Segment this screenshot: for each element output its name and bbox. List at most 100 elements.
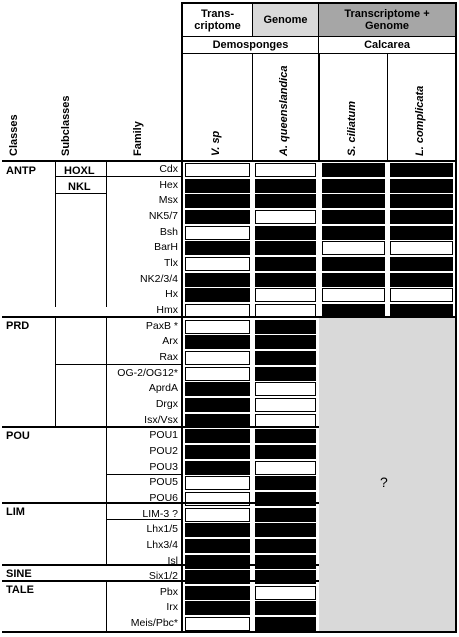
presence-cell-v xyxy=(185,351,250,365)
species-label-v-sp: V. sp xyxy=(210,130,222,156)
family-label: Hex xyxy=(159,179,178,191)
presence-cell-v xyxy=(185,226,250,240)
presence-cell-l xyxy=(390,226,453,240)
tale-top xyxy=(2,580,319,582)
presence-cell-s xyxy=(322,288,385,302)
presence-cell-v xyxy=(185,398,250,412)
presence-cell-a xyxy=(255,508,316,522)
table-bottom xyxy=(2,631,457,633)
presence-cell-a xyxy=(255,241,316,255)
presence-cell-v xyxy=(185,617,250,631)
subclass-col-left xyxy=(55,161,56,307)
header-transcriptome: Trans- criptome xyxy=(181,2,253,37)
tale-fam-left xyxy=(106,582,107,632)
family-label: POU3 xyxy=(149,461,178,473)
presence-cell-a xyxy=(255,476,316,490)
family-label: Isx/Vsx xyxy=(144,414,178,426)
family-label: POU2 xyxy=(149,445,178,457)
family-label: Hx xyxy=(165,288,178,300)
presence-cell-v xyxy=(185,601,250,615)
family-label: LIM-3 ? xyxy=(142,508,178,520)
presence-cell-v xyxy=(185,555,250,569)
calcarea-unknown-region xyxy=(319,318,456,632)
presence-cell-v xyxy=(185,163,250,177)
pou-split xyxy=(106,474,181,475)
presence-cell-s xyxy=(322,257,385,271)
family-label: BarH xyxy=(154,241,178,253)
presence-cell-v xyxy=(185,210,250,224)
presence-cell-s xyxy=(322,273,385,287)
family-label: Lhx3/4 xyxy=(146,539,178,551)
presence-cell-a xyxy=(255,523,316,537)
family-label: Irx xyxy=(166,601,178,613)
prd-split xyxy=(55,364,181,365)
family-label: NK2/3/4 xyxy=(140,273,178,285)
presence-cell-v xyxy=(185,586,250,600)
presence-cell-s xyxy=(322,179,385,193)
header-demosponges-label: Demosponges xyxy=(212,39,289,51)
family-label: POU5 xyxy=(149,476,178,488)
presence-cell-l xyxy=(390,241,453,255)
presence-cell-v xyxy=(185,508,250,522)
header-transcriptome-label: Trans- criptome xyxy=(194,8,241,32)
table-right xyxy=(455,161,457,633)
family-label: Pbx xyxy=(159,586,178,598)
header-transcriptome-genome-label: Transcriptome + Genome xyxy=(344,8,430,32)
family-label: NK5/7 xyxy=(148,210,178,222)
species-label-a-queenslandica: A. queenslandica xyxy=(278,65,290,156)
family-label: AprdA xyxy=(148,382,178,394)
presence-cell-a xyxy=(255,601,316,615)
presence-cell-l xyxy=(390,273,453,287)
presence-cell-v xyxy=(185,335,250,349)
presence-cell-v xyxy=(185,179,250,193)
family-label: PaxB * xyxy=(145,320,178,332)
class-lim: LIM xyxy=(6,506,25,518)
family-label: Drgx xyxy=(155,398,178,410)
presence-cell-l xyxy=(390,194,453,208)
presence-cell-a xyxy=(255,273,316,287)
presence-cell-v xyxy=(185,367,250,381)
nkl-below xyxy=(55,193,106,194)
column-label-family: Family xyxy=(132,121,144,156)
presence-cell-s xyxy=(322,210,385,224)
presence-cell-a xyxy=(255,555,316,569)
presence-cell-a xyxy=(255,461,316,475)
presence-cell-v xyxy=(185,194,250,208)
species-label-l-complicata: L. complicata xyxy=(414,85,426,156)
family-label: Six1/2 xyxy=(148,570,178,582)
presence-cell-a xyxy=(255,226,316,240)
presence-cell-v xyxy=(185,382,250,396)
header-transcriptome-genome: Transcriptome + Genome xyxy=(318,2,457,37)
presence-cell-a xyxy=(255,179,316,193)
class-sine: SINE xyxy=(6,568,32,580)
class-pou: POU xyxy=(6,430,30,442)
column-label-subclasses: Subclasses xyxy=(60,95,72,156)
presence-cell-v xyxy=(185,241,250,255)
family-label: Hmx xyxy=(156,304,178,316)
pou-top xyxy=(2,426,319,428)
sine-top xyxy=(2,564,319,566)
presence-cell-v xyxy=(185,320,250,334)
presence-cell-a xyxy=(255,335,316,349)
presence-cell-a xyxy=(255,288,316,302)
column-label-classes: Classes xyxy=(8,114,20,156)
family-label: Arx xyxy=(162,335,178,347)
header-demosponges: Demosponges xyxy=(181,36,319,54)
species-area-left-border xyxy=(181,53,183,161)
family-label: POU1 xyxy=(149,429,178,441)
presence-cell-a xyxy=(255,429,316,443)
presence-cell-v xyxy=(185,257,250,271)
subclass-nkl: NKL xyxy=(68,181,91,193)
family-label: Lhx1/5 xyxy=(146,523,178,535)
prd-sub-left xyxy=(55,318,56,428)
presence-cell-l xyxy=(390,179,453,193)
presence-cell-v xyxy=(185,539,250,553)
presence-cell-l xyxy=(390,163,453,177)
family-col-left-antp xyxy=(106,161,107,307)
class-prd: PRD xyxy=(6,320,30,332)
species-sep-2 xyxy=(318,53,320,161)
pou-fam-left xyxy=(106,428,107,502)
header-bottom-rule xyxy=(2,160,457,162)
family-label: Isl xyxy=(167,555,179,567)
family-label: Meis/Pbc* xyxy=(130,617,178,629)
